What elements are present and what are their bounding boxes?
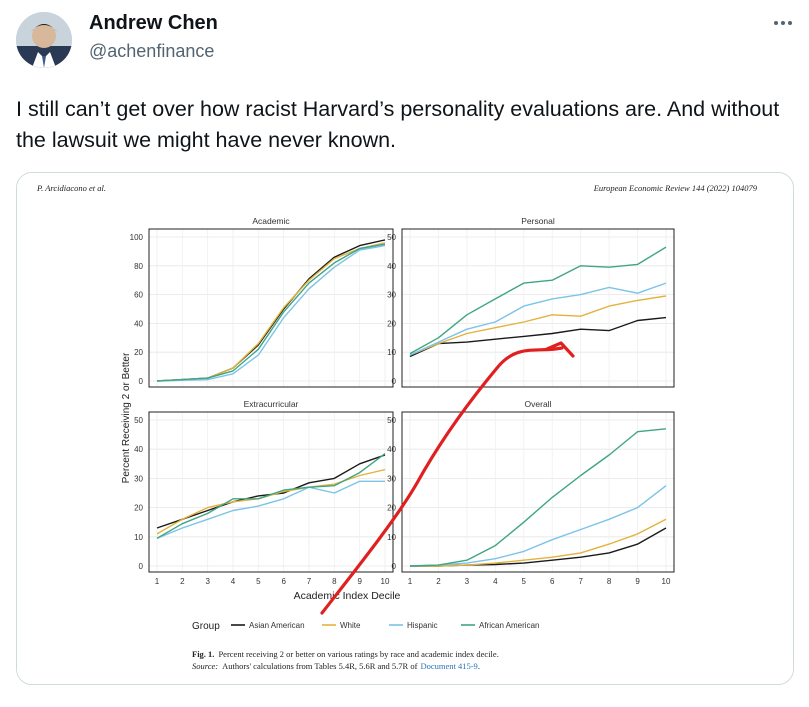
x-tick-label: 1 xyxy=(408,577,413,586)
y-tick-label: 20 xyxy=(134,348,143,357)
figure-header-left: P. Arcidiacono et al. xyxy=(36,183,106,193)
series-line-hispanic xyxy=(409,282,667,356)
series-line-hispanic xyxy=(409,485,667,567)
x-tick-label: 3 xyxy=(205,577,210,586)
panel-frame xyxy=(148,411,394,573)
panel-overall: Overall 0 10 20 30 40 50 1 2 3 4 5 6 7 8 9 10 xyxy=(387,399,675,586)
y-tick-label: 20 xyxy=(134,504,143,513)
legend-label: White xyxy=(340,621,361,630)
author-name[interactable]: Andrew Chen xyxy=(89,12,218,34)
series-line-african-american xyxy=(156,453,386,539)
x-tick-label: 3 xyxy=(465,577,470,586)
panel-frame xyxy=(148,228,394,388)
y-tick-label: 50 xyxy=(387,416,396,425)
series-line-asian-american xyxy=(409,316,667,358)
figure-source: Source: Authors' calculations from Tables… xyxy=(192,661,480,671)
figure-header-right: European Economic Review 144 (2022) 1040… xyxy=(593,183,758,193)
x-tick-label: 8 xyxy=(332,577,337,586)
x-tick-label: 9 xyxy=(635,577,640,586)
panel-title: Overall xyxy=(525,399,552,409)
panel-frame xyxy=(401,411,675,573)
x-tick-label: 7 xyxy=(307,577,312,586)
y-tick-label: 20 xyxy=(387,504,396,513)
y-tick-label: 10 xyxy=(387,533,396,542)
x-tick-label: 2 xyxy=(180,577,185,586)
series-line-hispanic xyxy=(156,480,385,539)
more-options-button[interactable] xyxy=(770,12,796,34)
y-tick-label: 10 xyxy=(387,348,396,357)
y-tick-label: 0 xyxy=(392,562,397,571)
author-avatar[interactable] xyxy=(16,12,72,68)
x-tick-label: 8 xyxy=(607,577,612,586)
y-tick-label: 30 xyxy=(387,291,396,300)
y-tick-label: 40 xyxy=(134,319,143,328)
series-line-white xyxy=(409,295,667,356)
y-tick-label: 30 xyxy=(387,474,396,483)
author-handle[interactable]: @achenfinance xyxy=(89,41,215,61)
y-tick-label: 20 xyxy=(387,319,396,328)
y-tick-label: 80 xyxy=(134,262,143,271)
y-tick-label: 50 xyxy=(134,416,143,425)
series-line-hispanic xyxy=(156,244,386,382)
legend-label: African American xyxy=(479,621,539,630)
x-tick-label: 2 xyxy=(436,577,441,586)
series-line-african-american xyxy=(409,246,667,355)
y-tick-label: 40 xyxy=(387,262,396,271)
x-tick-label: 9 xyxy=(357,577,362,586)
x-tick-label: 4 xyxy=(493,577,498,586)
legend-label: Hispanic xyxy=(407,621,438,630)
y-tick-label: 10 xyxy=(134,533,143,542)
red-arrowhead xyxy=(545,341,575,358)
y-tick-label: 40 xyxy=(387,445,396,454)
series-line-african-american xyxy=(409,428,667,567)
chart-legend: Group Asian American White Hispanic African… xyxy=(192,621,539,632)
red-annotation-arrow xyxy=(320,346,564,615)
y-tick-label: 30 xyxy=(134,474,143,483)
y-tick-label: 60 xyxy=(134,291,143,300)
x-tick-label: 1 xyxy=(155,577,160,586)
x-tick-label: 4 xyxy=(231,577,236,586)
figure-caption: Fig. 1. Percent receiving 2 or better on … xyxy=(192,649,499,659)
series-line-african-american xyxy=(156,243,386,382)
x-tick-label: 6 xyxy=(281,577,286,586)
x-tick-label: 5 xyxy=(256,577,261,586)
y-tick-label: 100 xyxy=(130,233,144,242)
x-tick-label: 10 xyxy=(662,577,671,586)
x-tick-label: 6 xyxy=(550,577,555,586)
x-tick-label: 7 xyxy=(578,577,583,586)
panel-personal: Personal 0 10 20 30 40 50 xyxy=(387,216,675,388)
panel-title: Personal xyxy=(521,216,555,226)
more-horizontal-icon xyxy=(774,21,792,25)
y-tick-label: 0 xyxy=(139,562,144,571)
legend-title: Group xyxy=(192,621,220,632)
y-tick-label: 50 xyxy=(387,233,396,242)
tweet-text: I still can’t get over how racist Harvar… xyxy=(16,97,780,152)
panel-frame xyxy=(401,228,675,388)
series-line-white xyxy=(410,518,667,567)
tweet-media-image[interactable]: P. Arcidiacono et al. European Economic … xyxy=(16,172,794,685)
x-tick-label: 5 xyxy=(522,577,527,586)
y-tick-label: 0 xyxy=(392,377,397,386)
panel-title: Academic xyxy=(252,216,290,226)
y-axis-title: Percent Receiving 2 or Better xyxy=(121,352,132,483)
y-tick-label: 0 xyxy=(139,377,144,386)
x-tick-label: 10 xyxy=(381,577,390,586)
figure-image: P. Arcidiacono et al. European Economic … xyxy=(17,173,793,684)
panel-title: Extracurricular xyxy=(244,399,299,409)
legend-label: Asian American xyxy=(249,621,305,630)
x-axis-title: Academic Index Decile xyxy=(294,590,401,602)
y-tick-label: 40 xyxy=(134,445,143,454)
